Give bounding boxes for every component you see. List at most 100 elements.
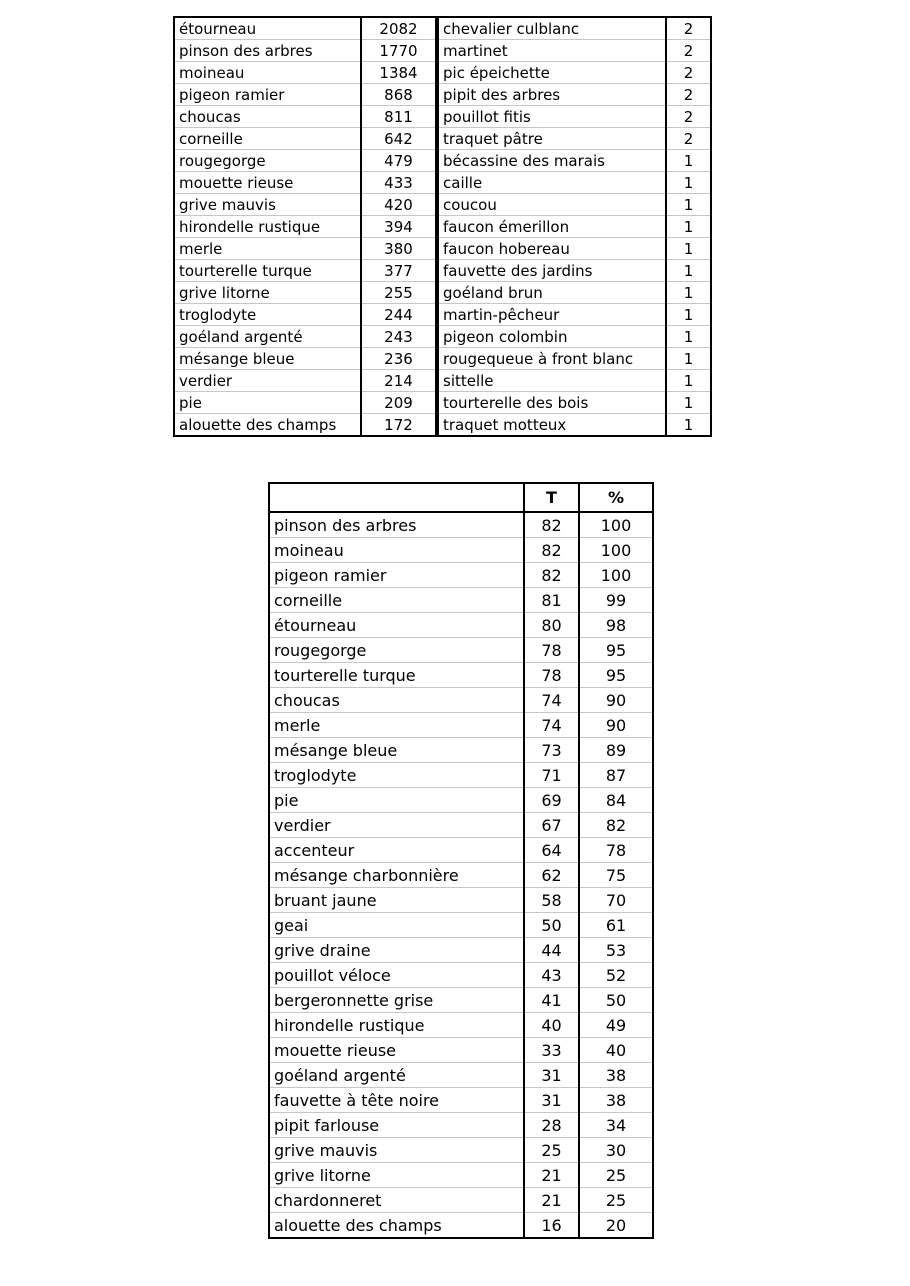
table-row: alouette des champs 172 <box>174 413 436 436</box>
species-name-cell: tourterelle turque <box>174 259 361 282</box>
species-name-cell: étourneau <box>269 612 524 638</box>
value-cell: 209 <box>360 391 436 414</box>
value-cell: 1 <box>665 347 711 370</box>
species-name-cell: mouette rieuse <box>174 171 361 194</box>
value-cell: 64 <box>523 837 579 863</box>
value-cell: 243 <box>360 325 436 348</box>
value-cell: 1 <box>665 281 711 304</box>
table-row: corneille 642 <box>174 127 436 150</box>
value-cell: 21 <box>523 1187 579 1213</box>
species-name-cell: pinson des arbres <box>174 39 361 62</box>
value-cell: 82 <box>578 812 653 838</box>
table-header-row: T % <box>269 483 653 513</box>
table-row: grive litorne 255 <box>174 281 436 304</box>
value-cell: 74 <box>523 687 579 713</box>
value-cell: 2082 <box>360 16 436 40</box>
value-cell: 43 <box>523 962 579 988</box>
value-cell: 1 <box>665 369 711 392</box>
species-name-cell: verdier <box>269 812 524 838</box>
value-cell: 25 <box>578 1187 653 1213</box>
value-cell: 31 <box>523 1087 579 1113</box>
species-name-cell: rougegorge <box>269 637 524 663</box>
value-cell: 1 <box>665 259 711 282</box>
value-cell: 40 <box>578 1037 653 1063</box>
value-cell: 95 <box>578 662 653 688</box>
table-row: choucas 811 <box>174 105 436 128</box>
species-name-cell: pigeon ramier <box>269 562 524 588</box>
header-empty-cell <box>269 483 524 513</box>
species-name-cell: chardonneret <box>269 1187 524 1213</box>
value-cell: 70 <box>578 887 653 913</box>
table-row: martin-pêcheur 1 <box>438 303 711 326</box>
table-row: merle 74 90 <box>269 712 653 738</box>
value-cell: 38 <box>578 1087 653 1113</box>
table-row: martinet 2 <box>438 39 711 62</box>
table-row: mouette rieuse 433 <box>174 171 436 194</box>
species-name-cell: rougegorge <box>174 149 361 172</box>
value-cell: 642 <box>360 127 436 150</box>
value-cell: 100 <box>578 537 653 563</box>
table-row: goéland brun 1 <box>438 281 711 304</box>
species-name-cell: hirondelle rustique <box>269 1012 524 1038</box>
value-cell: 90 <box>578 712 653 738</box>
species-frequency-table: T % pinson des arbres 82 100 moineau 82 100 pi… <box>268 482 654 1239</box>
table-row: faucon émerillon 1 <box>438 215 711 238</box>
value-cell: 69 <box>523 787 579 813</box>
species-name-cell: pouillot fitis <box>438 105 666 128</box>
value-cell: 82 <box>523 562 579 588</box>
value-cell: 99 <box>578 587 653 613</box>
species-name-cell: pigeon ramier <box>174 83 361 106</box>
species-count-table-right: chevalier culblanc 2 martinet 2 pic épeichet… <box>437 16 712 437</box>
table-row: alouette des champs 16 20 <box>269 1212 653 1238</box>
value-cell: 1 <box>665 237 711 260</box>
table-row: pinson des arbres 82 100 <box>269 511 653 538</box>
species-name-cell: merle <box>269 712 524 738</box>
value-cell: 98 <box>578 612 653 638</box>
table-row: goéland argenté 243 <box>174 325 436 348</box>
species-name-cell: grive litorne <box>269 1162 524 1188</box>
value-cell: 1 <box>665 413 711 436</box>
species-name-cell: pie <box>269 787 524 813</box>
table-row: rougegorge 78 95 <box>269 637 653 663</box>
species-name-cell: accenteur <box>269 837 524 863</box>
table-row: verdier 67 82 <box>269 812 653 838</box>
value-cell: 41 <box>523 987 579 1013</box>
species-name-cell: pipit des arbres <box>438 83 666 106</box>
value-cell: 31 <box>523 1062 579 1088</box>
value-cell: 81 <box>523 587 579 613</box>
table-row: bruant jaune 58 70 <box>269 887 653 913</box>
species-name-cell: bruant jaune <box>269 887 524 913</box>
species-name-cell: mésange charbonnière <box>269 862 524 888</box>
value-cell: 78 <box>523 662 579 688</box>
table-row: fauvette des jardins 1 <box>438 259 711 282</box>
table-row: traquet pâtre 2 <box>438 127 711 150</box>
value-cell: 2 <box>665 61 711 84</box>
value-cell: 52 <box>578 962 653 988</box>
species-name-cell: moineau <box>174 61 361 84</box>
table-row: chevalier culblanc 2 <box>438 16 711 40</box>
value-cell: 236 <box>360 347 436 370</box>
table-row: caille 1 <box>438 171 711 194</box>
species-name-cell: bergeronnette grise <box>269 987 524 1013</box>
species-name-cell: geai <box>269 912 524 938</box>
value-cell: 74 <box>523 712 579 738</box>
species-name-cell: tourterelle des bois <box>438 391 666 414</box>
table-row: moineau 1384 <box>174 61 436 84</box>
species-name-cell: rougequeue à front blanc <box>438 347 666 370</box>
species-name-cell: mésange bleue <box>174 347 361 370</box>
table-row: verdier 214 <box>174 369 436 392</box>
value-cell: 62 <box>523 862 579 888</box>
species-count-table-left: étourneau 2082 pinson des arbres 1770 moinea… <box>173 16 437 437</box>
header-percent-label: % <box>578 483 653 513</box>
value-cell: 1384 <box>360 61 436 84</box>
table-row: traquet motteux 1 <box>438 413 711 436</box>
species-name-cell: faucon hobereau <box>438 237 666 260</box>
table-row: pipit des arbres 2 <box>438 83 711 106</box>
species-name-cell: troglodyte <box>269 762 524 788</box>
species-name-cell: pie <box>174 391 361 414</box>
table-row: tourterelle des bois 1 <box>438 391 711 414</box>
table-row: hirondelle rustique 394 <box>174 215 436 238</box>
value-cell: 811 <box>360 105 436 128</box>
species-name-cell: martinet <box>438 39 666 62</box>
value-cell: 214 <box>360 369 436 392</box>
